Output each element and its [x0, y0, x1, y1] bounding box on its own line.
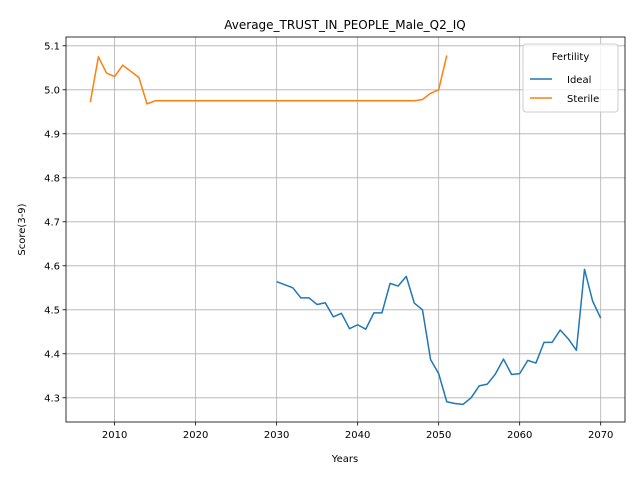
x-tick-label: 2050 — [426, 430, 451, 441]
x-axis-label: Years — [331, 454, 358, 465]
y-tick-label: 5.0 — [44, 85, 60, 96]
x-tick-label: 2070 — [588, 430, 613, 441]
legend-label-ideal: Ideal — [567, 75, 591, 86]
y-tick-label: 4.9 — [44, 129, 60, 140]
x-tick-label: 2020 — [183, 430, 208, 441]
legend-title: Fertility — [552, 52, 590, 63]
legend-label-sterile: Sterile — [567, 94, 599, 105]
y-axis-label: Score(3-9) — [17, 203, 28, 255]
x-tick-label: 2040 — [345, 430, 370, 441]
y-tick-label: 4.7 — [44, 217, 60, 228]
legend: Fertility Ideal Sterile — [523, 44, 618, 112]
y-tick-label: 4.4 — [44, 349, 60, 360]
y-tick-label: 5.1 — [44, 41, 60, 52]
y-tick-label: 4.8 — [44, 173, 60, 184]
y-tick-label: 4.6 — [44, 261, 60, 272]
chart-title: Average_TRUST_IN_PEOPLE_Male_Q2_IQ — [224, 18, 465, 32]
y-tick-label: 4.3 — [44, 393, 60, 404]
series-line-sterile — [90, 55, 446, 103]
x-tick-label: 2030 — [264, 430, 289, 441]
x-tick-label: 2060 — [507, 430, 532, 441]
y-tick-label: 4.5 — [44, 305, 60, 316]
x-tick-label: 2010 — [102, 430, 127, 441]
